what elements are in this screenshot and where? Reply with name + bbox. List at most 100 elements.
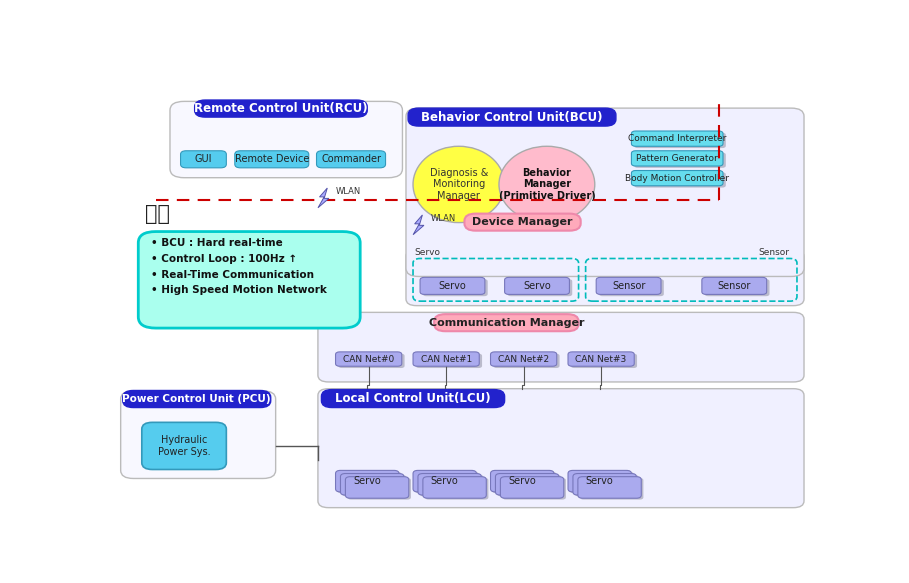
Text: Device Manager: Device Manager <box>473 217 573 227</box>
FancyBboxPatch shape <box>142 422 226 469</box>
Text: Diagnosis &
Monitoring
Manager: Diagnosis & Monitoring Manager <box>430 168 488 201</box>
FancyBboxPatch shape <box>337 472 401 493</box>
Polygon shape <box>318 188 329 208</box>
FancyBboxPatch shape <box>578 477 641 498</box>
FancyBboxPatch shape <box>632 151 723 166</box>
FancyBboxPatch shape <box>413 352 479 366</box>
Text: Servo: Servo <box>508 476 536 486</box>
FancyBboxPatch shape <box>634 173 725 188</box>
FancyBboxPatch shape <box>121 391 275 479</box>
Text: Sensor: Sensor <box>758 248 789 257</box>
FancyBboxPatch shape <box>406 250 804 305</box>
Text: Commander: Commander <box>321 154 381 164</box>
Text: GUI: GUI <box>195 154 212 164</box>
FancyBboxPatch shape <box>235 151 309 168</box>
FancyBboxPatch shape <box>491 352 556 366</box>
Text: Behavior Control Unit(BCU): Behavior Control Unit(BCU) <box>421 111 603 124</box>
Text: Behavior
Manager
(Primitive Driver): Behavior Manager (Primitive Driver) <box>498 168 595 201</box>
Text: Body Motion Controller: Body Motion Controller <box>625 174 729 182</box>
FancyBboxPatch shape <box>596 278 661 294</box>
Ellipse shape <box>499 146 594 223</box>
FancyBboxPatch shape <box>507 279 573 296</box>
FancyBboxPatch shape <box>347 478 411 500</box>
FancyBboxPatch shape <box>632 131 723 146</box>
Text: Local Control Unit(LCU): Local Control Unit(LCU) <box>335 392 491 405</box>
Text: Sensor: Sensor <box>717 281 751 291</box>
Text: Servo: Servo <box>585 476 614 486</box>
FancyBboxPatch shape <box>408 108 616 126</box>
FancyBboxPatch shape <box>345 477 409 498</box>
FancyBboxPatch shape <box>503 478 566 500</box>
FancyBboxPatch shape <box>495 473 559 495</box>
FancyBboxPatch shape <box>322 389 504 408</box>
FancyBboxPatch shape <box>341 473 404 495</box>
FancyBboxPatch shape <box>420 475 484 497</box>
FancyBboxPatch shape <box>335 352 402 366</box>
FancyBboxPatch shape <box>493 472 556 493</box>
FancyBboxPatch shape <box>123 391 271 408</box>
Text: CAN Net#0: CAN Net#0 <box>343 354 395 364</box>
FancyBboxPatch shape <box>504 278 569 294</box>
FancyBboxPatch shape <box>435 314 579 331</box>
Text: Remote Control Unit(RCU): Remote Control Unit(RCU) <box>195 102 368 115</box>
FancyBboxPatch shape <box>702 278 766 294</box>
FancyBboxPatch shape <box>318 312 804 382</box>
FancyBboxPatch shape <box>415 354 482 368</box>
FancyBboxPatch shape <box>632 170 723 186</box>
FancyBboxPatch shape <box>181 151 226 168</box>
FancyBboxPatch shape <box>318 389 804 508</box>
FancyBboxPatch shape <box>170 101 403 178</box>
FancyBboxPatch shape <box>138 231 360 328</box>
FancyBboxPatch shape <box>500 477 564 498</box>
FancyBboxPatch shape <box>575 475 638 497</box>
Text: 목표: 목표 <box>145 205 170 224</box>
FancyBboxPatch shape <box>580 478 644 500</box>
FancyBboxPatch shape <box>494 354 560 368</box>
FancyBboxPatch shape <box>599 279 664 296</box>
Text: Power Control Unit (PCU): Power Control Unit (PCU) <box>123 394 271 404</box>
Text: Hydraulic
Power Sys.: Hydraulic Power Sys. <box>158 435 210 456</box>
FancyBboxPatch shape <box>343 475 406 497</box>
FancyBboxPatch shape <box>571 354 637 368</box>
FancyBboxPatch shape <box>195 100 367 117</box>
FancyBboxPatch shape <box>335 470 399 492</box>
FancyBboxPatch shape <box>420 278 484 294</box>
Text: Pattern Generator: Pattern Generator <box>636 154 718 163</box>
Text: • BCU : Hard real-time
• Control Loop : 100Hz ↑
• Real-Time Communication
• High: • BCU : Hard real-time • Control Loop : … <box>151 238 327 295</box>
Text: Servo: Servo <box>415 248 441 257</box>
FancyBboxPatch shape <box>425 478 488 500</box>
FancyBboxPatch shape <box>316 151 385 168</box>
FancyBboxPatch shape <box>704 279 770 296</box>
Polygon shape <box>413 215 424 235</box>
Text: Communication Manager: Communication Manager <box>429 318 584 328</box>
Text: Servo: Servo <box>439 281 466 291</box>
Text: CAN Net#3: CAN Net#3 <box>575 354 626 364</box>
Text: Servo: Servo <box>431 476 459 486</box>
FancyBboxPatch shape <box>570 472 634 493</box>
FancyBboxPatch shape <box>406 108 804 276</box>
Text: CAN Net#1: CAN Net#1 <box>421 354 472 364</box>
FancyBboxPatch shape <box>497 475 561 497</box>
FancyBboxPatch shape <box>464 213 581 231</box>
FancyBboxPatch shape <box>568 352 634 366</box>
FancyBboxPatch shape <box>634 133 725 148</box>
FancyBboxPatch shape <box>418 473 482 495</box>
Text: Servo: Servo <box>354 476 381 486</box>
FancyBboxPatch shape <box>491 470 554 492</box>
Text: Command Interpreter: Command Interpreter <box>628 134 726 143</box>
FancyBboxPatch shape <box>568 470 632 492</box>
FancyBboxPatch shape <box>423 279 488 296</box>
Text: Servo: Servo <box>524 281 551 291</box>
Text: Remote Device: Remote Device <box>235 154 309 164</box>
FancyBboxPatch shape <box>634 153 725 168</box>
FancyBboxPatch shape <box>415 472 478 493</box>
FancyBboxPatch shape <box>338 354 405 368</box>
Ellipse shape <box>413 146 504 223</box>
FancyBboxPatch shape <box>413 470 476 492</box>
Text: CAN Net#2: CAN Net#2 <box>498 354 549 364</box>
Text: Sensor: Sensor <box>612 281 645 291</box>
FancyBboxPatch shape <box>573 473 636 495</box>
Text: WLAN: WLAN <box>335 187 361 196</box>
Text: WLAN: WLAN <box>431 214 456 223</box>
FancyBboxPatch shape <box>423 477 486 498</box>
